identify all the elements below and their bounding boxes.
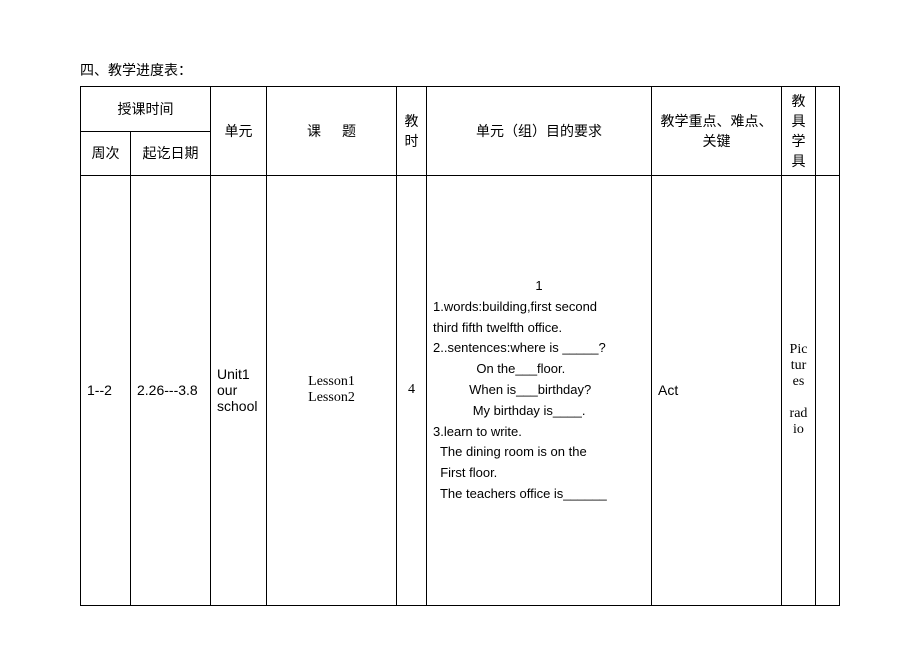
schedule-table: 授课时间 单元 课 题 教时 单元（组）目的要求 教学重点、难点、关键 教具学具… <box>80 86 840 606</box>
hdr-topic-b: 题 <box>342 125 356 140</box>
req-line: First floor. <box>433 463 645 484</box>
hdr-requirements: 单元（组）目的要求 <box>427 87 652 176</box>
req-line: When is___birthday? <box>433 380 645 401</box>
cell-hours: 4 <box>397 176 427 606</box>
hdr-week: 周次 <box>81 131 131 176</box>
header-row-1: 授课时间 单元 课 题 教时 单元（组）目的要求 教学重点、难点、关键 教具学具 <box>81 87 840 132</box>
req-center: 1 <box>433 276 645 297</box>
cell-unit: Unit1 our school <box>211 176 267 606</box>
section-title: 四、教学进度表： <box>80 60 840 80</box>
hdr-topic: 课 题 <box>267 87 397 176</box>
hdr-key-points: 教学重点、难点、关键 <box>652 87 782 176</box>
cell-tools: Pictures radio <box>782 176 816 606</box>
hdr-tools: 教具学具 <box>782 87 816 176</box>
table-row: 1--2 2.26---3.8 Unit1 our school Lesson1… <box>81 176 840 606</box>
cell-extra <box>816 176 840 606</box>
hdr-hours: 教时 <box>397 87 427 176</box>
req-line: 3.learn to write. <box>433 422 645 443</box>
cell-week: 1--2 <box>81 176 131 606</box>
cell-lesson: Lesson1 Lesson2 <box>267 176 397 606</box>
cell-date-range: 2.26---3.8 <box>131 176 211 606</box>
req-line: My birthday is____. <box>433 401 645 422</box>
hdr-date-range: 起讫日期 <box>131 131 211 176</box>
req-line: third fifth twelfth office. <box>433 318 645 339</box>
hdr-extra <box>816 87 840 176</box>
req-line: On the___floor. <box>433 359 645 380</box>
req-line: 2..sentences:where is _____? <box>433 338 645 359</box>
req-line: The teachers office is______ <box>433 484 645 505</box>
hdr-unit: 单元 <box>211 87 267 176</box>
req-line: 1.words:building,first second <box>433 297 645 318</box>
hdr-topic-a: 课 <box>307 125 321 140</box>
req-line: The dining room is on the <box>433 442 645 463</box>
hdr-teaching-time: 授课时间 <box>81 87 211 132</box>
cell-requirements: 1 1.words:building,first second third fi… <box>427 176 652 606</box>
cell-emphasis: Act <box>652 176 782 606</box>
